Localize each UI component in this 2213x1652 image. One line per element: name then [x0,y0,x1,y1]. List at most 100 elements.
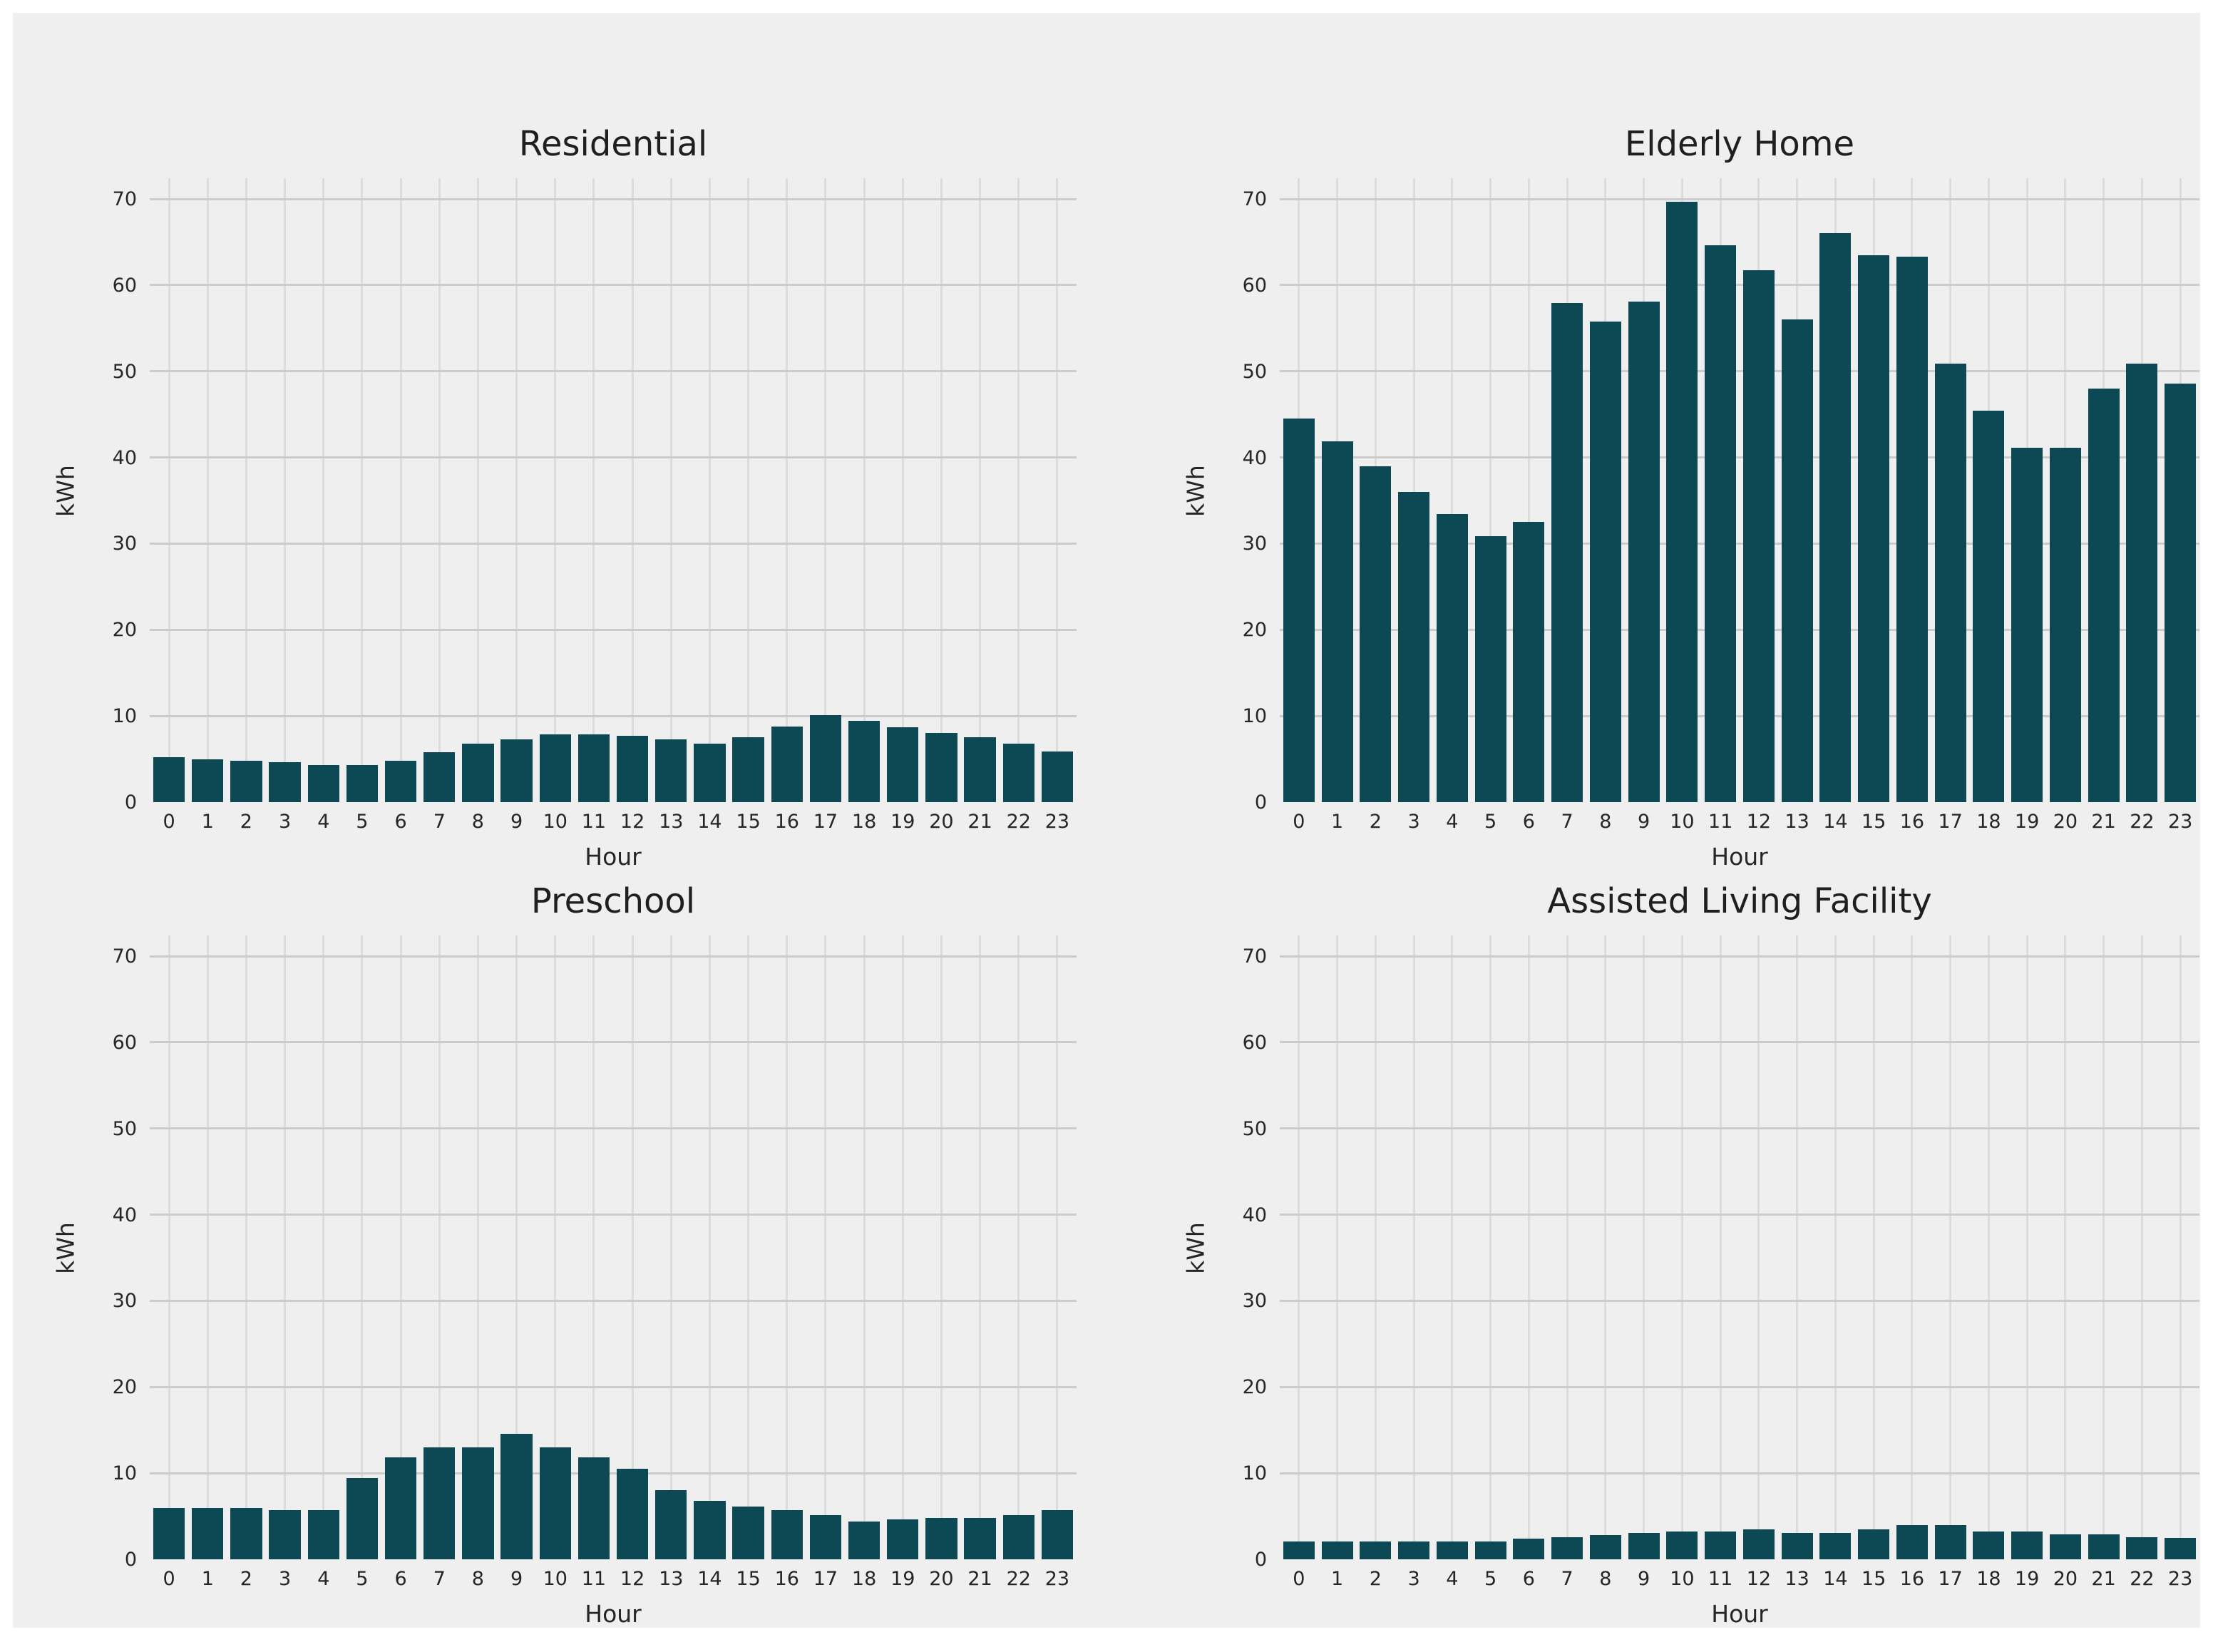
vertical-gridline [2025,935,2028,1559]
horizontal-gridline [150,1385,1077,1388]
x-tick-label: 12 [1746,811,1772,833]
y-tick-label: 60 [1242,274,1267,297]
x-tick-label: 13 [659,811,684,833]
chart-residential: Residential 0 10 20 30 40 50 60 70 0 1 2 3 4 5 6 7 8 9 10 11… [7,114,1119,895]
x-tick-label: 3 [1407,1568,1420,1590]
bar-hour-2 [1360,466,1392,802]
bar-hour-11 [577,1457,610,1559]
vertical-gridline [1374,935,1377,1559]
y-tick-label: 70 [1242,188,1267,210]
y-tick-label: 60 [1242,1031,1267,1054]
x-tick-label: 10 [1670,811,1695,833]
bar-hour-0 [1283,1541,1315,1559]
x-axis-label: Hour [585,1600,642,1628]
x-tick-label: 14 [697,1568,722,1590]
y-tick-label: 0 [1254,791,1267,814]
y-tick-label: 0 [124,1549,137,1571]
x-tick-label: 22 [2130,1568,2155,1590]
x-tick-label: 9 [510,1568,523,1590]
x-tick-label: 11 [581,811,607,833]
bar-hour-6 [384,1457,417,1559]
bar-hour-5 [1474,1541,1506,1559]
bar-hour-20 [925,733,957,802]
horizontal-gridline [1280,1214,2199,1216]
y-tick-label: 40 [112,446,137,469]
horizontal-gridline [150,714,1077,717]
vertical-gridline [708,178,711,802]
x-tick-label: 8 [1599,1568,1612,1590]
vertical-gridline [747,178,750,802]
x-tick-label: 21 [2091,1568,2116,1590]
bar-hour-7 [423,1447,456,1559]
vertical-gridline [979,935,982,1559]
bar-hour-2 [230,761,262,802]
vertical-gridline [1412,935,1415,1559]
bar-hour-8 [1589,1535,1621,1559]
bar-hour-14 [694,743,726,802]
y-tick-label: 50 [112,1117,137,1140]
x-tick-label: 1 [1331,1568,1344,1590]
y-axis-label: kWh [51,464,80,517]
x-tick-label: 14 [1823,811,1848,833]
bar-hour-10 [539,1447,571,1559]
vertical-gridline [1872,935,1875,1559]
vertical-gridline [476,935,479,1559]
bar-hour-23 [2165,1537,2197,1559]
bar-hour-16 [771,1510,803,1559]
horizontal-gridline [150,1299,1077,1302]
y-tick-label: 40 [1242,446,1267,469]
vertical-gridline [168,178,170,802]
bar-hour-7 [1551,303,1583,802]
vertical-gridline [515,178,518,802]
vertical-gridline [2102,935,2105,1559]
x-tick-label: 15 [736,1568,761,1590]
vertical-gridline [284,935,287,1559]
bar-hour-20 [2049,1534,2081,1559]
horizontal-gridline [1280,1127,2199,1130]
vertical-gridline [399,935,402,1559]
bar-hour-5 [346,765,379,802]
horizontal-gridline [150,955,1077,958]
bar-hour-6 [384,761,417,802]
x-tick-label: 0 [163,811,175,833]
bar-hour-6 [1513,1539,1545,1559]
x-tick-label: 12 [620,1568,645,1590]
chart-elderly-home: Elderly Home 0 10 20 30 40 50 60 70 0 1 2 3 4 5 6 7 8 9 10 1… [1137,114,2213,895]
horizontal-gridline [150,542,1077,545]
y-tick-label: 20 [1242,1376,1267,1399]
x-tick-label: 20 [929,811,954,833]
vertical-gridline [1566,935,1568,1559]
bar-hour-18 [848,721,880,802]
bar-hour-14 [1819,1532,1852,1559]
bar-hour-22 [1002,1515,1034,1559]
horizontal-gridline [1280,628,2199,631]
x-tick-label: 11 [1708,811,1733,833]
x-tick-label: 16 [774,1568,799,1590]
y-tick-label: 20 [112,1376,137,1399]
x-tick-label: 15 [1861,1568,1886,1590]
bar-hour-22 [2126,363,2158,802]
bar-hour-22 [1002,743,1034,802]
x-tick-label: 23 [1044,811,1070,833]
horizontal-gridline [1280,370,2199,373]
vertical-gridline [1056,178,1059,802]
x-tick-label: 13 [1785,811,1809,833]
x-tick-label: 1 [1331,811,1344,833]
x-tick-label: 23 [1044,1568,1070,1590]
x-tick-label: 12 [1746,1568,1772,1590]
x-tick-label: 3 [279,811,292,833]
x-tick-label: 5 [356,1568,369,1590]
horizontal-gridline [1280,1472,2199,1474]
x-axis-label: Hour [585,843,642,871]
vertical-gridline [245,935,247,1559]
bar-hour-19 [887,727,919,802]
x-tick-label: 2 [240,1568,252,1590]
chart-assisted-living-facility: Assisted Living Facility 0 10 20 30 40 50 60 70 0… [1137,871,2213,1652]
x-tick-label: 13 [1785,1568,1809,1590]
vertical-gridline [863,178,866,802]
bar-hour-14 [694,1500,726,1559]
x-tick-label: 3 [1407,811,1420,833]
horizontal-gridline [150,370,1077,373]
vertical-gridline [1017,178,1020,802]
y-axis-label: kWh [51,1221,80,1274]
